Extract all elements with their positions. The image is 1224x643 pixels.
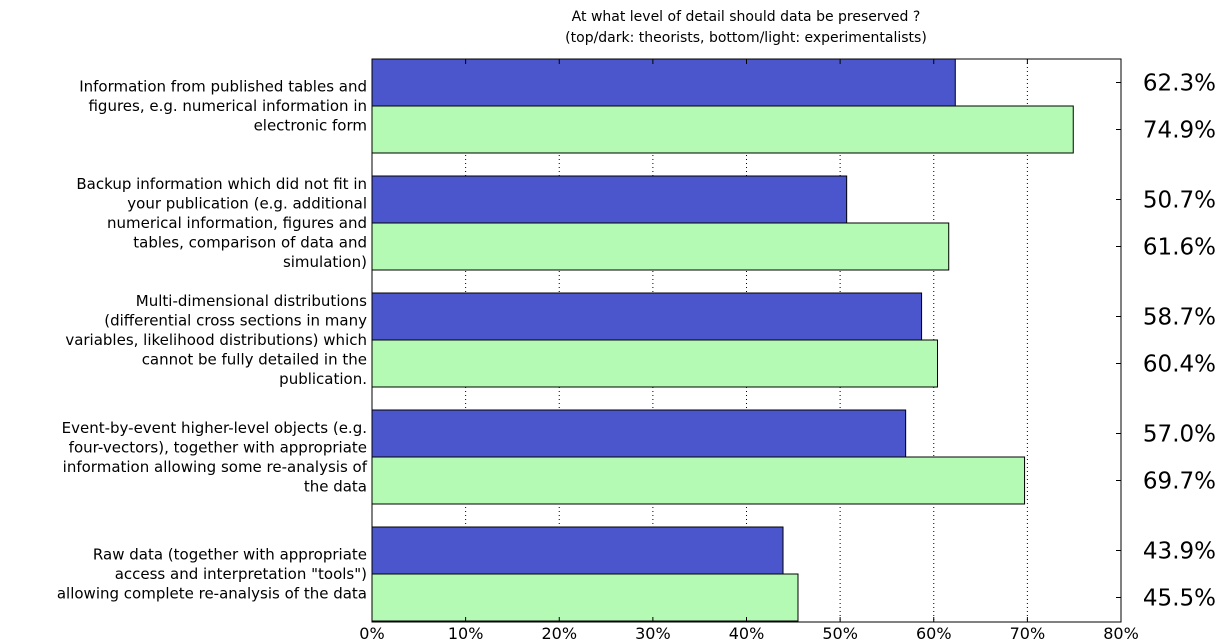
category-label-line: cannot be fully detailed in the (142, 351, 367, 369)
x-axis: 0% 10% 20% 30% 40% 50% 60% 70% 80% (359, 59, 1139, 643)
category-label-line: numerical information, figures and (107, 214, 367, 232)
category-label-line: access and interpretation "tools") (115, 565, 367, 583)
chart-subtitle: (top/dark: theorists, bottom/light: expe… (565, 30, 927, 46)
x-tick-label: 70% (1010, 624, 1046, 643)
x-tick-label: 30% (635, 624, 671, 643)
theorist-bar (371, 526, 784, 575)
x-tick-label: 10% (448, 624, 484, 643)
theorist-bar (371, 175, 848, 224)
category-labels: Information from published tables andfig… (57, 78, 368, 603)
category-label-line: simulation) (283, 253, 367, 271)
value-label: 74.9% (1143, 118, 1216, 144)
x-tick-label: 40% (729, 624, 765, 643)
experimentalist-bar (371, 573, 799, 622)
category-label-line: information allowing some re-analysis of (63, 458, 368, 476)
value-label: 61.6% (1143, 235, 1216, 261)
category-label-line: (differential cross sections in many (104, 312, 367, 330)
theorist-bar (371, 409, 907, 458)
experimentalist-bar (371, 339, 938, 388)
value-label: 60.4% (1143, 352, 1216, 378)
experimentalist-bar (371, 105, 1074, 154)
chart-title: At what level of detail should data be p… (572, 9, 921, 25)
x-tick-label: 80% (1103, 624, 1139, 643)
category-label-line: electronic form (254, 117, 367, 135)
value-label: 58.7% (1143, 305, 1216, 331)
value-label: 50.7% (1143, 188, 1216, 214)
theorist-bar (371, 292, 923, 341)
category-label-line: the data (304, 477, 367, 495)
category-label-line: Raw data (together with appropriate (93, 546, 367, 564)
category-label-line: tables, comparison of data and (133, 234, 367, 252)
category-label-line: Event-by-event higher-level objects (e.g… (62, 419, 367, 437)
x-tick-label: 60% (916, 624, 952, 643)
value-labels: 62.3% 50.7% 58.7% 57.0% 43.9% 74.9% 61.6% 60.4%… (1143, 71, 1216, 612)
category-label-line: four-vectors), together with appropriate (69, 438, 367, 456)
category-label-line: variables, likelihood distributions) whi… (65, 331, 367, 349)
value-label: 69.7% (1143, 469, 1216, 495)
theorist-bar (371, 58, 956, 107)
value-label: 62.3% (1143, 71, 1216, 97)
category-label-line: Information from published tables and (79, 78, 367, 96)
experimentalist-bar (371, 222, 950, 271)
category-label-line: figures, e.g. numerical information in (88, 97, 367, 115)
bars (371, 58, 1074, 622)
category-label-line: Backup information which did not fit in (76, 175, 367, 193)
x-tick-label: 50% (822, 624, 858, 643)
experimentalist-bar (371, 456, 1026, 505)
category-label-line: your publication (e.g. additional (127, 195, 367, 213)
value-label: 45.5% (1143, 586, 1216, 612)
x-tick-label: 20% (541, 624, 577, 643)
category-label-line: Multi-dimensional distributions (136, 292, 367, 310)
value-label: 43.9% (1143, 539, 1216, 565)
value-label: 57.0% (1143, 422, 1216, 448)
category-label-line: publication. (279, 370, 367, 388)
category-label-line: allowing complete re-analysis of the dat… (57, 585, 367, 603)
x-tick-label: 0% (359, 624, 384, 643)
